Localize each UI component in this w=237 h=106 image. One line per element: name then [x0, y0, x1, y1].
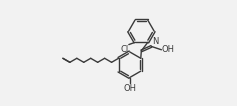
Text: OH: OH [162, 45, 175, 54]
Text: OH: OH [123, 84, 136, 93]
Text: N: N [152, 37, 158, 46]
Text: Cl: Cl [120, 45, 128, 54]
